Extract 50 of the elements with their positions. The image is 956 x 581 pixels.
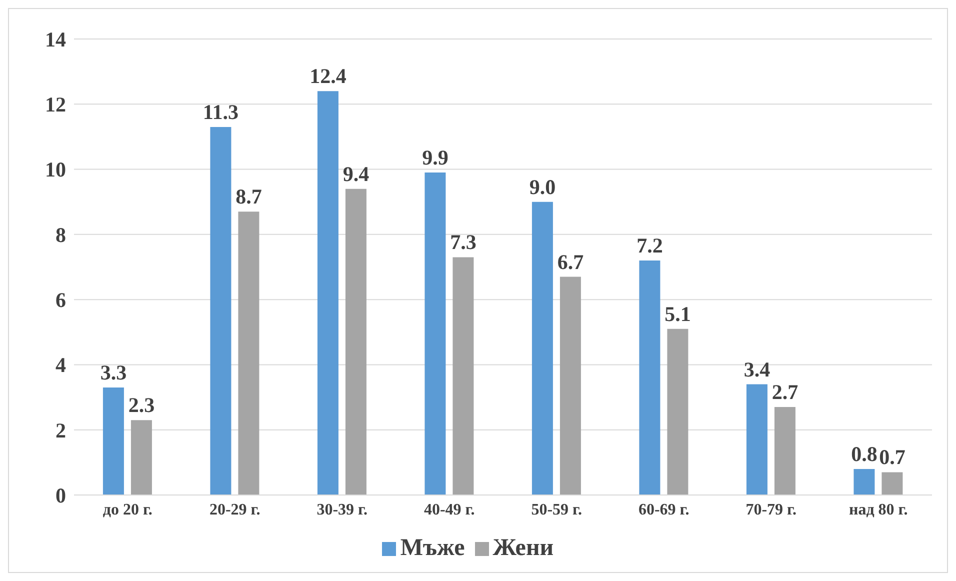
bar [452, 257, 474, 495]
bar [854, 468, 875, 495]
data-label: 12.4 [310, 64, 347, 88]
bar [210, 126, 232, 495]
data-label: 3.4 [744, 357, 771, 382]
data-label: 7.3 [450, 230, 476, 254]
y-tick-label: 2 [56, 418, 66, 442]
data-label: 0.8 [851, 442, 878, 466]
y-tick-label: 4 [56, 353, 66, 378]
y-tick-label: 10 [45, 158, 66, 182]
bar [774, 407, 796, 495]
x-tick-label: 60-69 г. [638, 501, 690, 518]
data-label: 8.7 [236, 184, 262, 209]
legend-label: Мъже [400, 535, 465, 561]
y-tick-label: 8 [56, 222, 66, 247]
y-tick-label: 14 [45, 27, 66, 52]
data-label: 2.3 [128, 393, 155, 418]
bar [317, 91, 338, 495]
x-tick-label: 70-79 г. [746, 501, 797, 518]
data-label: 6.7 [557, 250, 584, 274]
x-tick-label: 20-29 г. [209, 501, 260, 518]
bar [238, 212, 260, 495]
data-label: 5.1 [664, 302, 691, 326]
x-tick-label: 30-39 г. [316, 501, 368, 518]
x-tick-label: до 20 г. [102, 501, 152, 518]
bar [667, 328, 688, 495]
x-tick-label: 40-49 г. [424, 501, 475, 518]
x-tick-label: над 80 г. [848, 501, 908, 518]
bar [746, 384, 768, 495]
data-label: 7.2 [636, 233, 663, 258]
y-tick-label: 0 [56, 483, 66, 508]
bar [639, 260, 660, 495]
x-tick-label: 50-59 г. [531, 501, 582, 518]
legend-label: Жени [492, 535, 554, 561]
bar [130, 420, 152, 495]
data-label: 9.4 [342, 162, 370, 186]
data-label: 3.3 [100, 360, 127, 385]
data-label: 11.3 [202, 100, 239, 124]
bar [345, 188, 366, 495]
data-label: 9.0 [529, 174, 556, 199]
data-label: 0.7 [879, 445, 906, 470]
data-label: 2.7 [772, 380, 798, 404]
y-tick-label: 6 [56, 288, 66, 312]
bar [882, 472, 903, 495]
bar [102, 388, 124, 495]
y-tick-label: 12 [45, 92, 66, 117]
bar [532, 202, 553, 495]
bar [424, 172, 446, 495]
bar [560, 276, 581, 495]
data-label: 9.9 [422, 146, 448, 170]
